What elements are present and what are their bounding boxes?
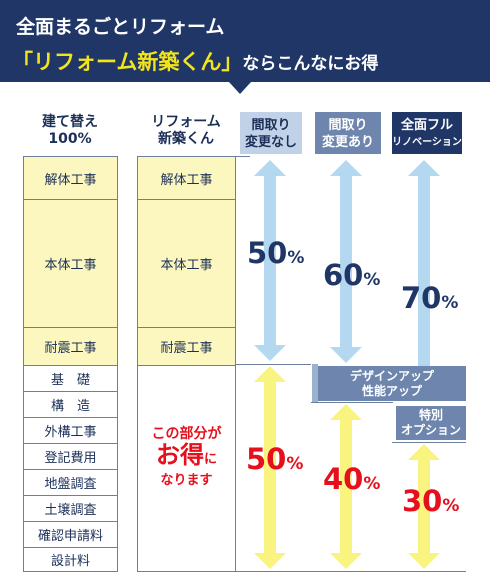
rebuild-item-permit: 確認申請料 (24, 521, 117, 547)
savings-note-line3: なります (160, 473, 213, 488)
reform-item-main-construction: 本体工事 (138, 199, 235, 327)
rebuild-item-foundation: 基 礎 (24, 365, 117, 391)
rebuild-item-structure: 構 造 (24, 391, 117, 417)
savings-note-line1: この部分が (151, 426, 222, 442)
savings-note-big: お得 (155, 441, 204, 469)
rebuild-item-seismic: 耐震工事 (24, 327, 117, 365)
special-tag-line2: オプション (400, 423, 461, 437)
savings-note: この部分が お得に なります (138, 426, 235, 489)
option3-saving-percent: 30% (402, 484, 459, 518)
banner-tagline: ならこんなにお得 (242, 54, 379, 74)
header-banner: 全面まるごとリフォーム 「リフォーム新築くん」ならこんなにお得 (0, 0, 490, 82)
header-option-full-renovation: 全面フル リノベーション (392, 112, 462, 154)
bottom-guide-line (236, 571, 466, 572)
rebuild-column: 解体工事 本体工事 耐震工事 基 礎 構 造 外構工事 登記費用 地盤調査 土壌… (23, 156, 118, 572)
header-reform-line2: 新築くん (158, 131, 214, 147)
option-boundary-line (392, 442, 466, 443)
rebuild-item-soil-survey: 土壌調査 (24, 495, 117, 521)
reform-item-demolition: 解体工事 (138, 157, 235, 199)
savings-note-suffix: に (203, 452, 217, 467)
option2-saving-arrow (330, 404, 362, 569)
rebuild-item-registration: 登記費用 (24, 443, 117, 469)
option3-saving-arrow (408, 444, 440, 569)
design-tag-step (312, 364, 318, 402)
design-boundary-line (311, 402, 393, 403)
percent-sign: % (442, 496, 460, 516)
option2-cost-value: 60 (323, 258, 364, 292)
option1-cost-value: 50 (247, 236, 288, 270)
percent-sign: % (441, 293, 459, 313)
rebuild-item-exterior: 外構工事 (24, 417, 117, 443)
percent-sign: % (287, 248, 305, 268)
option2-cost-arrow (330, 160, 362, 363)
special-tag-line1: 特別 (418, 408, 443, 422)
top-guide-line (236, 156, 250, 157)
design-performance-tag: デザインアップ 性能アップ (318, 366, 466, 401)
option3-saving-value: 30 (402, 484, 443, 518)
option2-saving-percent: 40% (323, 462, 380, 496)
reform-boundary-line (236, 364, 311, 365)
reform-savings-area (138, 365, 235, 571)
reform-item-seismic: 耐震工事 (138, 327, 235, 365)
percent-sign: % (286, 454, 304, 474)
banner-title: 全面まるごとリフォーム (16, 16, 225, 38)
header-reform-line1: リフォーム (151, 114, 221, 130)
option1-saving-arrow (254, 366, 286, 569)
rebuild-item-design: 設計料 (24, 547, 117, 571)
header-option-layout-change: 間取り 変更あり (315, 112, 381, 154)
design-tag-line2: 性能アップ (361, 384, 422, 398)
header-rebuild-line1: 建て替え (42, 114, 98, 130)
header-reform: リフォーム 新築くん (136, 114, 236, 148)
option1-saving-value: 50 (246, 442, 287, 476)
option1-cost-arrow (254, 160, 286, 361)
design-tag-line1: デザインアップ (349, 369, 434, 383)
header-option-no-layout-change: 間取り 変更なし (240, 112, 302, 154)
rebuild-item-main-construction: 本体工事 (24, 199, 117, 327)
header-option1-line1: 間取り (251, 118, 291, 133)
option2-cost-percent: 60% (323, 258, 380, 292)
banner-subtitle: 「リフォーム新築くん」ならこんなにお得 (12, 46, 378, 76)
rebuild-item-ground-survey: 地盤調査 (24, 469, 117, 495)
header-option2-line2: 変更あり (321, 135, 374, 150)
option2-saving-value: 40 (323, 462, 364, 496)
savings-note-line2: お得に (138, 443, 235, 472)
option1-saving-percent: 50% (246, 442, 303, 476)
special-option-tag: 特別 オプション (396, 406, 466, 440)
banner-pointer (229, 82, 251, 94)
header-option2-line1: 間取り (328, 118, 368, 133)
banner-product-name: 「リフォーム新築くん」 (12, 50, 243, 74)
percent-sign: % (363, 474, 381, 494)
option3-cost-value: 70 (401, 281, 442, 315)
reform-column: 解体工事 本体工事 耐震工事 (137, 156, 236, 572)
header-option1-line2: 変更なし (244, 135, 297, 150)
option3-cost-arrow (408, 160, 440, 401)
option1-cost-percent: 50% (247, 236, 304, 270)
header-rebuild-line2: 100% (48, 131, 92, 147)
header-option3-line1: 全面フル (400, 118, 453, 133)
percent-sign: % (363, 270, 381, 290)
option3-cost-percent: 70% (401, 281, 458, 315)
rebuild-item-demolition: 解体工事 (24, 157, 117, 199)
header-rebuild: 建て替え 100% (24, 114, 116, 148)
header-option3-line2: リノベーション (392, 137, 462, 148)
